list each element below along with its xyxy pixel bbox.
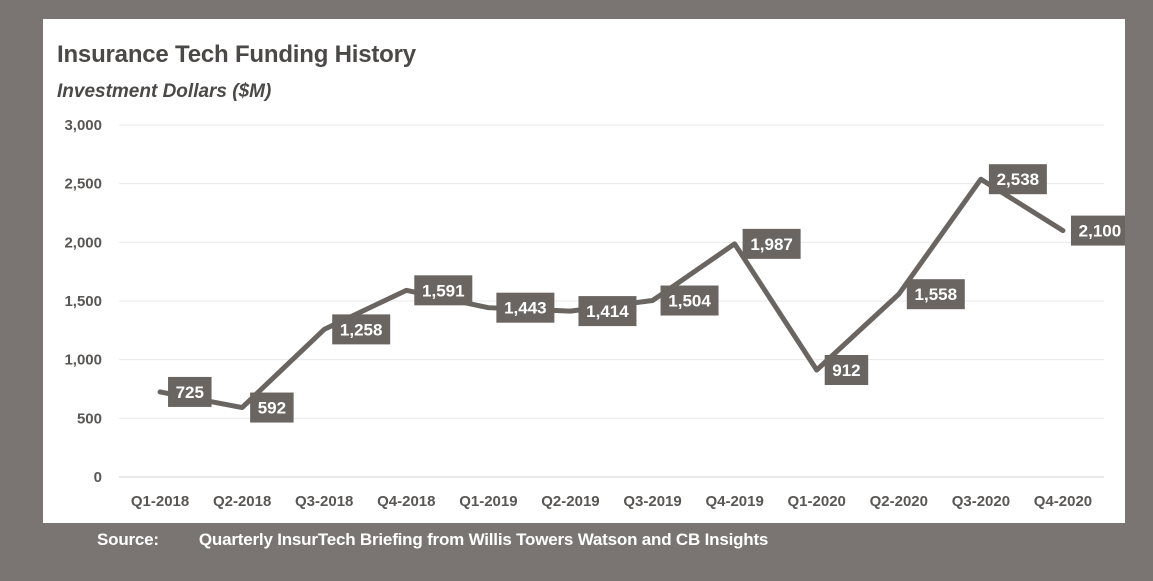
- data-label: 912: [832, 361, 860, 380]
- data-label: 1,258: [340, 320, 383, 339]
- chart-subtitle: Investment Dollars ($M): [57, 81, 272, 102]
- data-label-box: [168, 376, 212, 407]
- data-label: 1,558: [915, 285, 958, 304]
- data-label-box: [824, 354, 869, 385]
- data-label: 1,987: [750, 235, 793, 254]
- source-label: Source:: [97, 530, 159, 549]
- data-label-box: [988, 164, 1047, 195]
- data-label: 1,414: [586, 302, 629, 321]
- y-tick-label: 3,000: [64, 117, 102, 134]
- source-row: Source: Quarterly InsurTech Briefing fro…: [97, 530, 768, 550]
- x-tick-label: Q3-2020: [952, 493, 1010, 510]
- x-tick-label: Q4-2018: [377, 493, 435, 510]
- data-label-box: [496, 292, 555, 323]
- data-label-box: [906, 279, 965, 310]
- x-tick-label: Q1-2018: [131, 493, 189, 510]
- chart-card: Insurance Tech Funding History Investmen…: [43, 19, 1125, 523]
- y-tick-label: 500: [77, 410, 102, 427]
- x-tick-label: Q1-2019: [459, 493, 517, 510]
- data-label-box: [1070, 215, 1125, 246]
- data-label: 2,100: [1079, 222, 1122, 241]
- plot-area: 0 500 1,000 1,500 2,000 2,500 3,000 Q1-2018 Q2-2…: [43, 19, 1125, 523]
- source-text: Quarterly InsurTech Briefing from Willis…: [198, 530, 769, 549]
- y-tick-label: 1,500: [64, 293, 102, 310]
- x-tick-label: Q2-2018: [213, 493, 271, 510]
- data-label-box: [250, 392, 294, 423]
- x-tick-label: Q3-2018: [295, 493, 353, 510]
- data-label-box: [578, 296, 637, 327]
- x-tick-label: Q4-2019: [705, 493, 763, 510]
- x-tick-label: Q1-2020: [788, 493, 846, 510]
- data-label-box: [660, 285, 719, 316]
- data-label-box: [742, 228, 801, 259]
- data-label: 725: [176, 383, 204, 402]
- x-tick-label: Q2-2019: [541, 493, 599, 510]
- x-tick-label: Q4-2020: [1034, 493, 1092, 510]
- chart-title: Insurance Tech Funding History: [57, 41, 416, 68]
- y-tick-label: 0: [94, 469, 102, 486]
- y-tick-label: 2,500: [64, 176, 102, 193]
- data-label: 2,538: [997, 170, 1040, 189]
- y-tick-label: 2,000: [64, 234, 102, 251]
- x-tick-label: Q2-2020: [870, 493, 928, 510]
- data-label-box: [332, 314, 391, 345]
- x-tick-label: Q3-2019: [623, 493, 681, 510]
- data-label: 1,591: [422, 281, 465, 300]
- data-label-box: [414, 275, 473, 306]
- data-label: 592: [258, 399, 286, 418]
- data-label: 1,443: [504, 299, 547, 318]
- y-tick-label: 1,000: [64, 352, 102, 369]
- data-label: 1,504: [668, 292, 711, 311]
- funding-line-chart: 0 500 1,000 1,500 2,000 2,500 3,000 Q1-2018 Q2-2…: [64, 117, 1125, 510]
